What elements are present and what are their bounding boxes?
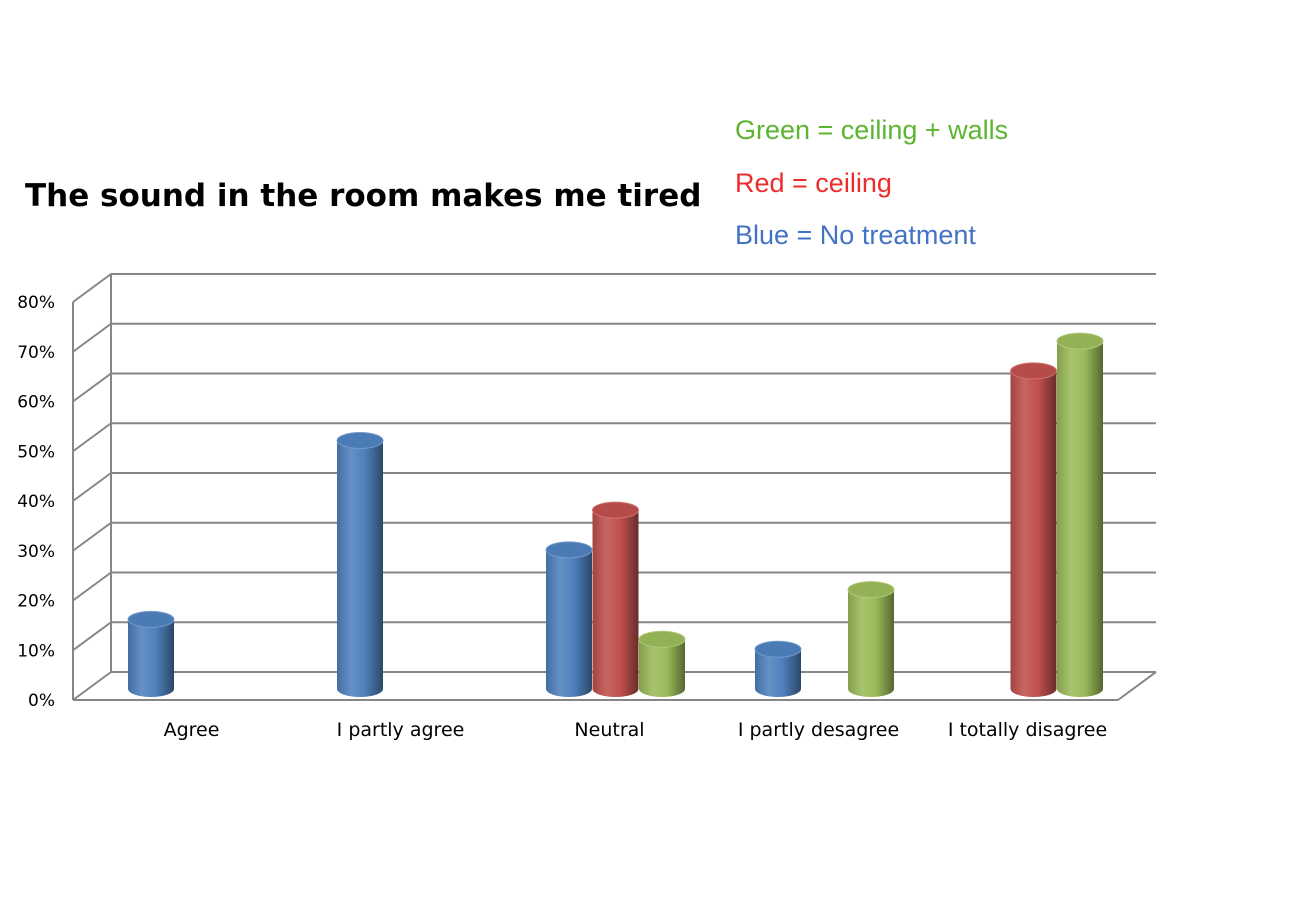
floor-edge bbox=[1117, 671, 1157, 701]
gridline-diagonal bbox=[72, 322, 112, 353]
bar-blue bbox=[545, 541, 593, 697]
y-tick-label: 30% bbox=[17, 542, 55, 562]
bar-blue bbox=[336, 432, 384, 697]
gridline-diagonal bbox=[72, 422, 112, 453]
gridline-diagonal bbox=[72, 621, 112, 652]
bar-blue bbox=[754, 640, 802, 697]
y-tick-label: 60% bbox=[17, 393, 55, 413]
y-tick-label: 40% bbox=[17, 492, 55, 512]
x-category-label: Agree bbox=[164, 719, 220, 741]
gridline-diagonal bbox=[72, 273, 112, 303]
gridline-diagonal bbox=[72, 521, 112, 552]
legend-green: Green = ceiling + walls bbox=[735, 115, 1009, 145]
y-tick-label: 50% bbox=[17, 442, 55, 462]
chart-title: The sound in the room makes me tired bbox=[25, 178, 702, 214]
y-tick-label: 20% bbox=[17, 592, 55, 612]
bar-green bbox=[847, 581, 895, 697]
x-category-label: Neutral bbox=[574, 719, 644, 741]
gridline-diagonal bbox=[72, 372, 112, 403]
gridline-diagonal bbox=[72, 671, 112, 701]
bar-green bbox=[638, 630, 686, 697]
y-tick-label: 80% bbox=[17, 293, 55, 313]
bar-red bbox=[1010, 362, 1057, 697]
legend-blue: Blue = No treatment bbox=[735, 220, 976, 250]
bar-green bbox=[1056, 332, 1104, 697]
y-tick-label: 70% bbox=[17, 343, 55, 363]
bar-blue bbox=[127, 610, 175, 697]
legend-red: Red = ceiling bbox=[735, 168, 892, 198]
x-category-label: I partly agree bbox=[337, 719, 465, 741]
x-category-label: I partly desagree bbox=[738, 719, 899, 741]
gridline-diagonal bbox=[72, 571, 112, 602]
y-tick-label: 0% bbox=[28, 691, 55, 711]
gridline-diagonal bbox=[72, 472, 112, 502]
bar-red bbox=[592, 501, 639, 697]
x-category-label: I totally disagree bbox=[948, 719, 1107, 741]
y-tick-label: 10% bbox=[17, 641, 55, 661]
